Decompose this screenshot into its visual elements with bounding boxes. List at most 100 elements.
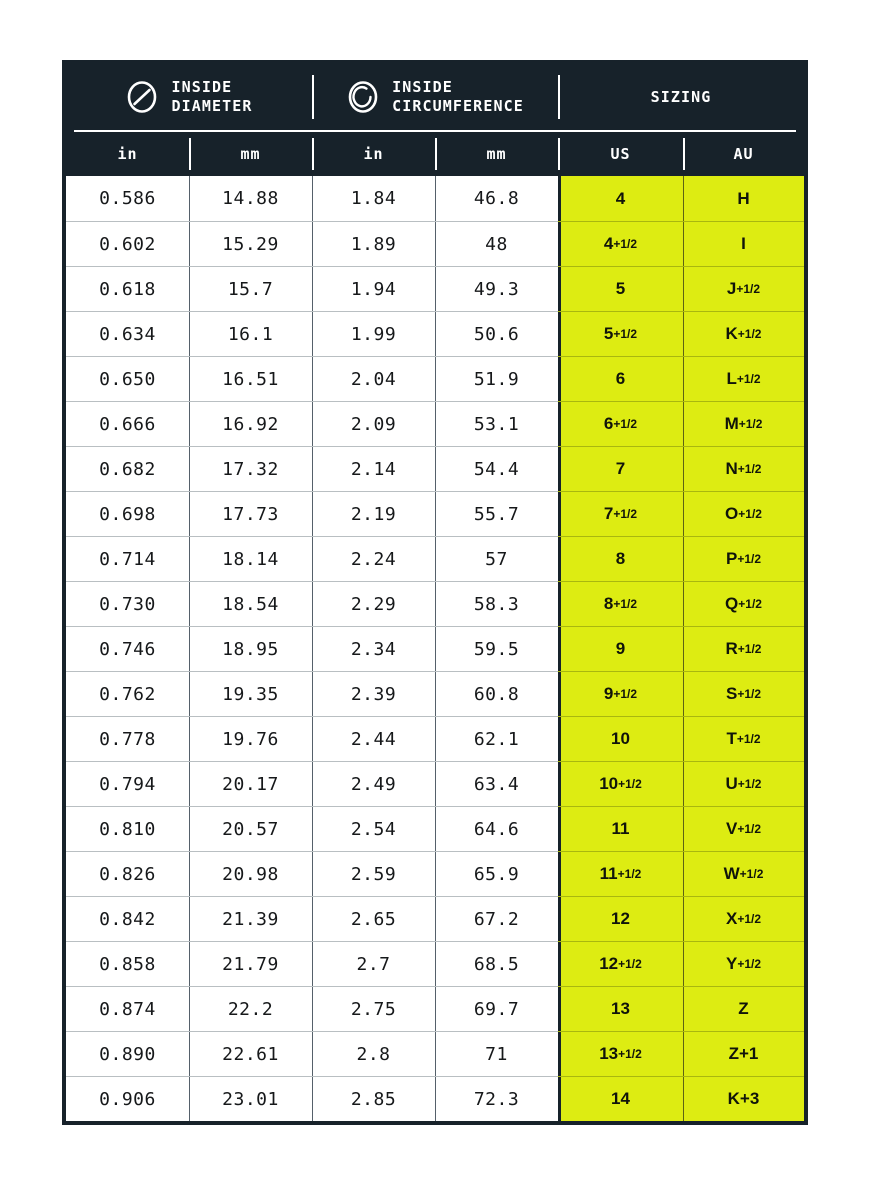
cell-size-au-base: P bbox=[725, 549, 738, 568]
cell-diameter-mm: 17.32 bbox=[189, 446, 312, 491]
cell-size-au-half: +1/2 bbox=[737, 687, 762, 701]
cell-diameter-in: 0.618 bbox=[66, 266, 189, 311]
cell-circumference-in: 2.09 bbox=[312, 401, 435, 446]
cell-diameter-in: 0.810 bbox=[66, 806, 189, 851]
cell-size-au: L +1/2 bbox=[683, 356, 804, 401]
cell-diameter-in: 0.586 bbox=[66, 176, 189, 221]
table-row: 0.906 23.01 2.85 72.3 14 K+3 bbox=[66, 1076, 804, 1121]
cell-size-us-base: 5 bbox=[603, 324, 614, 343]
cell-circumference-mm: 59.5 bbox=[435, 626, 558, 671]
table-row: 0.730 18.54 2.29 58.3 8 +1/2 Q +1/2 bbox=[66, 581, 804, 626]
cell-size-au-half: +1/2 bbox=[737, 462, 762, 476]
cell-size-au: P +1/2 bbox=[683, 536, 804, 581]
header-label-inside-circumference: INSIDE CIRCUMFERENCE bbox=[392, 78, 524, 115]
cell-size-us-base: 11 bbox=[599, 864, 618, 883]
cell-size-au: J +1/2 bbox=[683, 266, 804, 311]
cell-size-au-base: Z bbox=[738, 999, 749, 1018]
cell-size-us-half: +1/2 bbox=[618, 777, 642, 791]
cell-size-au: Y +1/2 bbox=[683, 941, 804, 986]
cell-size-us: 6 bbox=[558, 356, 683, 401]
cell-circumference-mm: 49.3 bbox=[435, 266, 558, 311]
cell-circumference-mm: 62.1 bbox=[435, 716, 558, 761]
cell-circumference-in: 1.84 bbox=[312, 176, 435, 221]
cell-size-us: 4 +1/2 bbox=[558, 221, 683, 266]
cell-size-us-base: 11 bbox=[611, 819, 630, 838]
cell-size-us: 7 +1/2 bbox=[558, 491, 683, 536]
table-subheader-row: in mm in mm US AU bbox=[66, 132, 804, 176]
cell-circumference-in: 2.65 bbox=[312, 896, 435, 941]
cell-diameter-in: 0.906 bbox=[66, 1076, 189, 1121]
cell-diameter-mm: 21.39 bbox=[189, 896, 312, 941]
table-row: 0.826 20.98 2.59 65.9 11 +1/2 W +1/2 bbox=[66, 851, 804, 896]
cell-diameter-mm: 16.51 bbox=[189, 356, 312, 401]
cell-diameter-in: 0.730 bbox=[66, 581, 189, 626]
cell-size-au: X +1/2 bbox=[683, 896, 804, 941]
cell-size-au-base: V bbox=[725, 819, 738, 838]
cell-size-us: 7 bbox=[558, 446, 683, 491]
cell-size-au-base: S bbox=[725, 684, 738, 703]
cell-circumference-in: 2.85 bbox=[312, 1076, 435, 1121]
cell-size-au: K +1/2 bbox=[683, 311, 804, 356]
cell-size-us: 12 bbox=[558, 896, 683, 941]
cell-diameter-mm: 16.1 bbox=[189, 311, 312, 356]
cell-diameter-in: 0.666 bbox=[66, 401, 189, 446]
table-row: 0.778 19.76 2.44 62.1 10 T +1/2 bbox=[66, 716, 804, 761]
subheader-diameter-mm: mm bbox=[189, 132, 312, 176]
table-row: 0.586 14.88 1.84 46.8 4 H bbox=[66, 176, 804, 221]
cell-size-au-half: +1/2 bbox=[739, 867, 764, 881]
ring-size-table: INSIDE DIAMETER INSIDE CIRCUMFERENCE SIZ… bbox=[62, 60, 808, 1125]
cell-size-au-half: +1/2 bbox=[738, 417, 763, 431]
cell-circumference-in: 2.04 bbox=[312, 356, 435, 401]
cell-size-us: 5 +1/2 bbox=[558, 311, 683, 356]
cell-size-au-base: O bbox=[725, 504, 739, 523]
table-body: 0.586 14.88 1.84 46.8 4 H 0.602 15.29 1.89 48 4 +1/… bbox=[66, 176, 804, 1121]
cell-size-au-base: Q bbox=[725, 594, 739, 613]
cell-diameter-mm: 18.54 bbox=[189, 581, 312, 626]
cell-diameter-mm: 16.92 bbox=[189, 401, 312, 446]
cell-size-au: Z bbox=[683, 986, 804, 1031]
cell-circumference-in: 2.75 bbox=[312, 986, 435, 1031]
cell-circumference-in: 2.7 bbox=[312, 941, 435, 986]
cell-size-au-base: X bbox=[725, 909, 738, 928]
table-header-groups: INSIDE DIAMETER INSIDE CIRCUMFERENCE SIZ… bbox=[66, 64, 804, 130]
cell-size-us-base: 10 bbox=[611, 729, 630, 748]
cell-circumference-mm: 54.4 bbox=[435, 446, 558, 491]
cell-diameter-mm: 15.29 bbox=[189, 221, 312, 266]
cell-size-au-base: N bbox=[725, 459, 738, 478]
subheader-circumference-in: in bbox=[312, 132, 435, 176]
cell-circumference-mm: 48 bbox=[435, 221, 558, 266]
cell-size-au-half: +1/2 bbox=[737, 642, 762, 656]
cell-size-us-half: +1/2 bbox=[613, 237, 638, 251]
cell-diameter-in: 0.858 bbox=[66, 941, 189, 986]
header-group-sizing: SIZING bbox=[558, 64, 804, 130]
table-row: 0.650 16.51 2.04 51.9 6 L +1/2 bbox=[66, 356, 804, 401]
cell-circumference-mm: 46.8 bbox=[435, 176, 558, 221]
cell-circumference-mm: 68.5 bbox=[435, 941, 558, 986]
inside-diameter-icon bbox=[128, 81, 157, 113]
cell-size-au-half: +1/2 bbox=[738, 507, 762, 521]
cell-circumference-in: 2.34 bbox=[312, 626, 435, 671]
cell-circumference-in: 2.59 bbox=[312, 851, 435, 896]
cell-size-au-base: W bbox=[723, 864, 740, 883]
subheader-size-us: US bbox=[558, 132, 683, 176]
cell-size-au: Z+1 bbox=[683, 1031, 804, 1076]
cell-diameter-mm: 20.98 bbox=[189, 851, 312, 896]
cell-size-us-base: 14 bbox=[611, 1089, 630, 1108]
cell-size-au: S +1/2 bbox=[683, 671, 804, 716]
cell-size-us: 12 +1/2 bbox=[558, 941, 683, 986]
cell-size-au: K+3 bbox=[683, 1076, 804, 1121]
cell-size-au-base: I bbox=[741, 234, 746, 253]
cell-size-au-half: +1/2 bbox=[736, 372, 761, 386]
cell-diameter-in: 0.602 bbox=[66, 221, 189, 266]
cell-diameter-in: 0.682 bbox=[66, 446, 189, 491]
cell-diameter-mm: 17.73 bbox=[189, 491, 312, 536]
cell-diameter-in: 0.634 bbox=[66, 311, 189, 356]
cell-circumference-in: 1.89 bbox=[312, 221, 435, 266]
table-row: 0.890 22.61 2.8 71 13 +1/2 Z+1 bbox=[66, 1031, 804, 1076]
header-group-inside-diameter: INSIDE DIAMETER bbox=[66, 64, 312, 130]
table-row: 0.666 16.92 2.09 53.1 6 +1/2 M +1/2 bbox=[66, 401, 804, 446]
cell-size-us: 11 +1/2 bbox=[558, 851, 683, 896]
table-row: 0.746 18.95 2.34 59.5 9 R +1/2 bbox=[66, 626, 804, 671]
cell-diameter-mm: 19.35 bbox=[189, 671, 312, 716]
